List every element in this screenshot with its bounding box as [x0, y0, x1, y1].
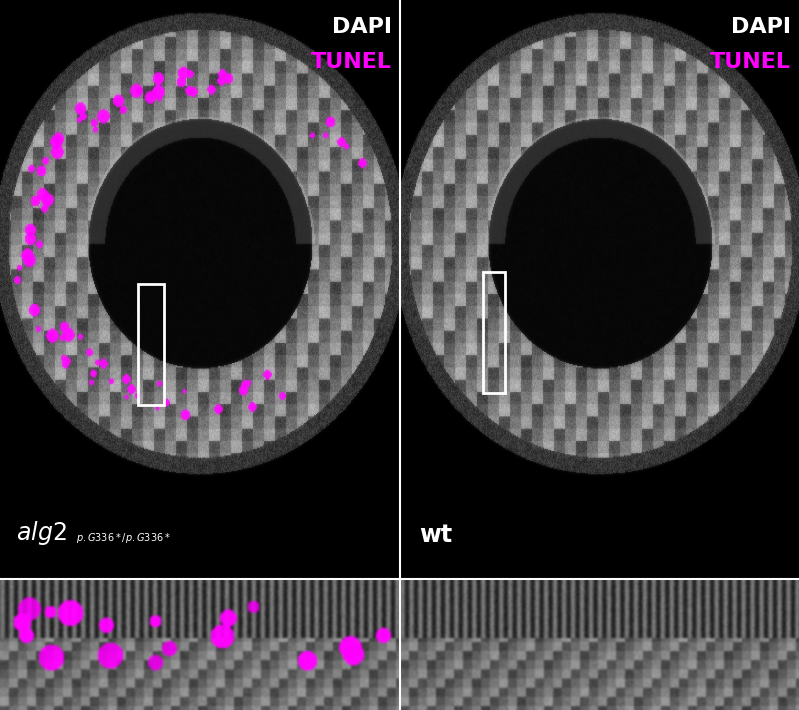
Text: DAPI: DAPI — [332, 17, 392, 38]
Bar — [137, 283, 164, 405]
Text: $\it{alg2}$: $\it{alg2}$ — [16, 519, 66, 547]
Text: TUNEL: TUNEL — [710, 52, 791, 72]
Text: TUNEL: TUNEL — [311, 52, 392, 72]
Text: DAPI: DAPI — [731, 17, 791, 38]
Text: $^{p.G336*/p.G336*}$: $^{p.G336*/p.G336*}$ — [76, 532, 171, 547]
Text: wt: wt — [419, 523, 452, 547]
Bar — [483, 272, 506, 393]
